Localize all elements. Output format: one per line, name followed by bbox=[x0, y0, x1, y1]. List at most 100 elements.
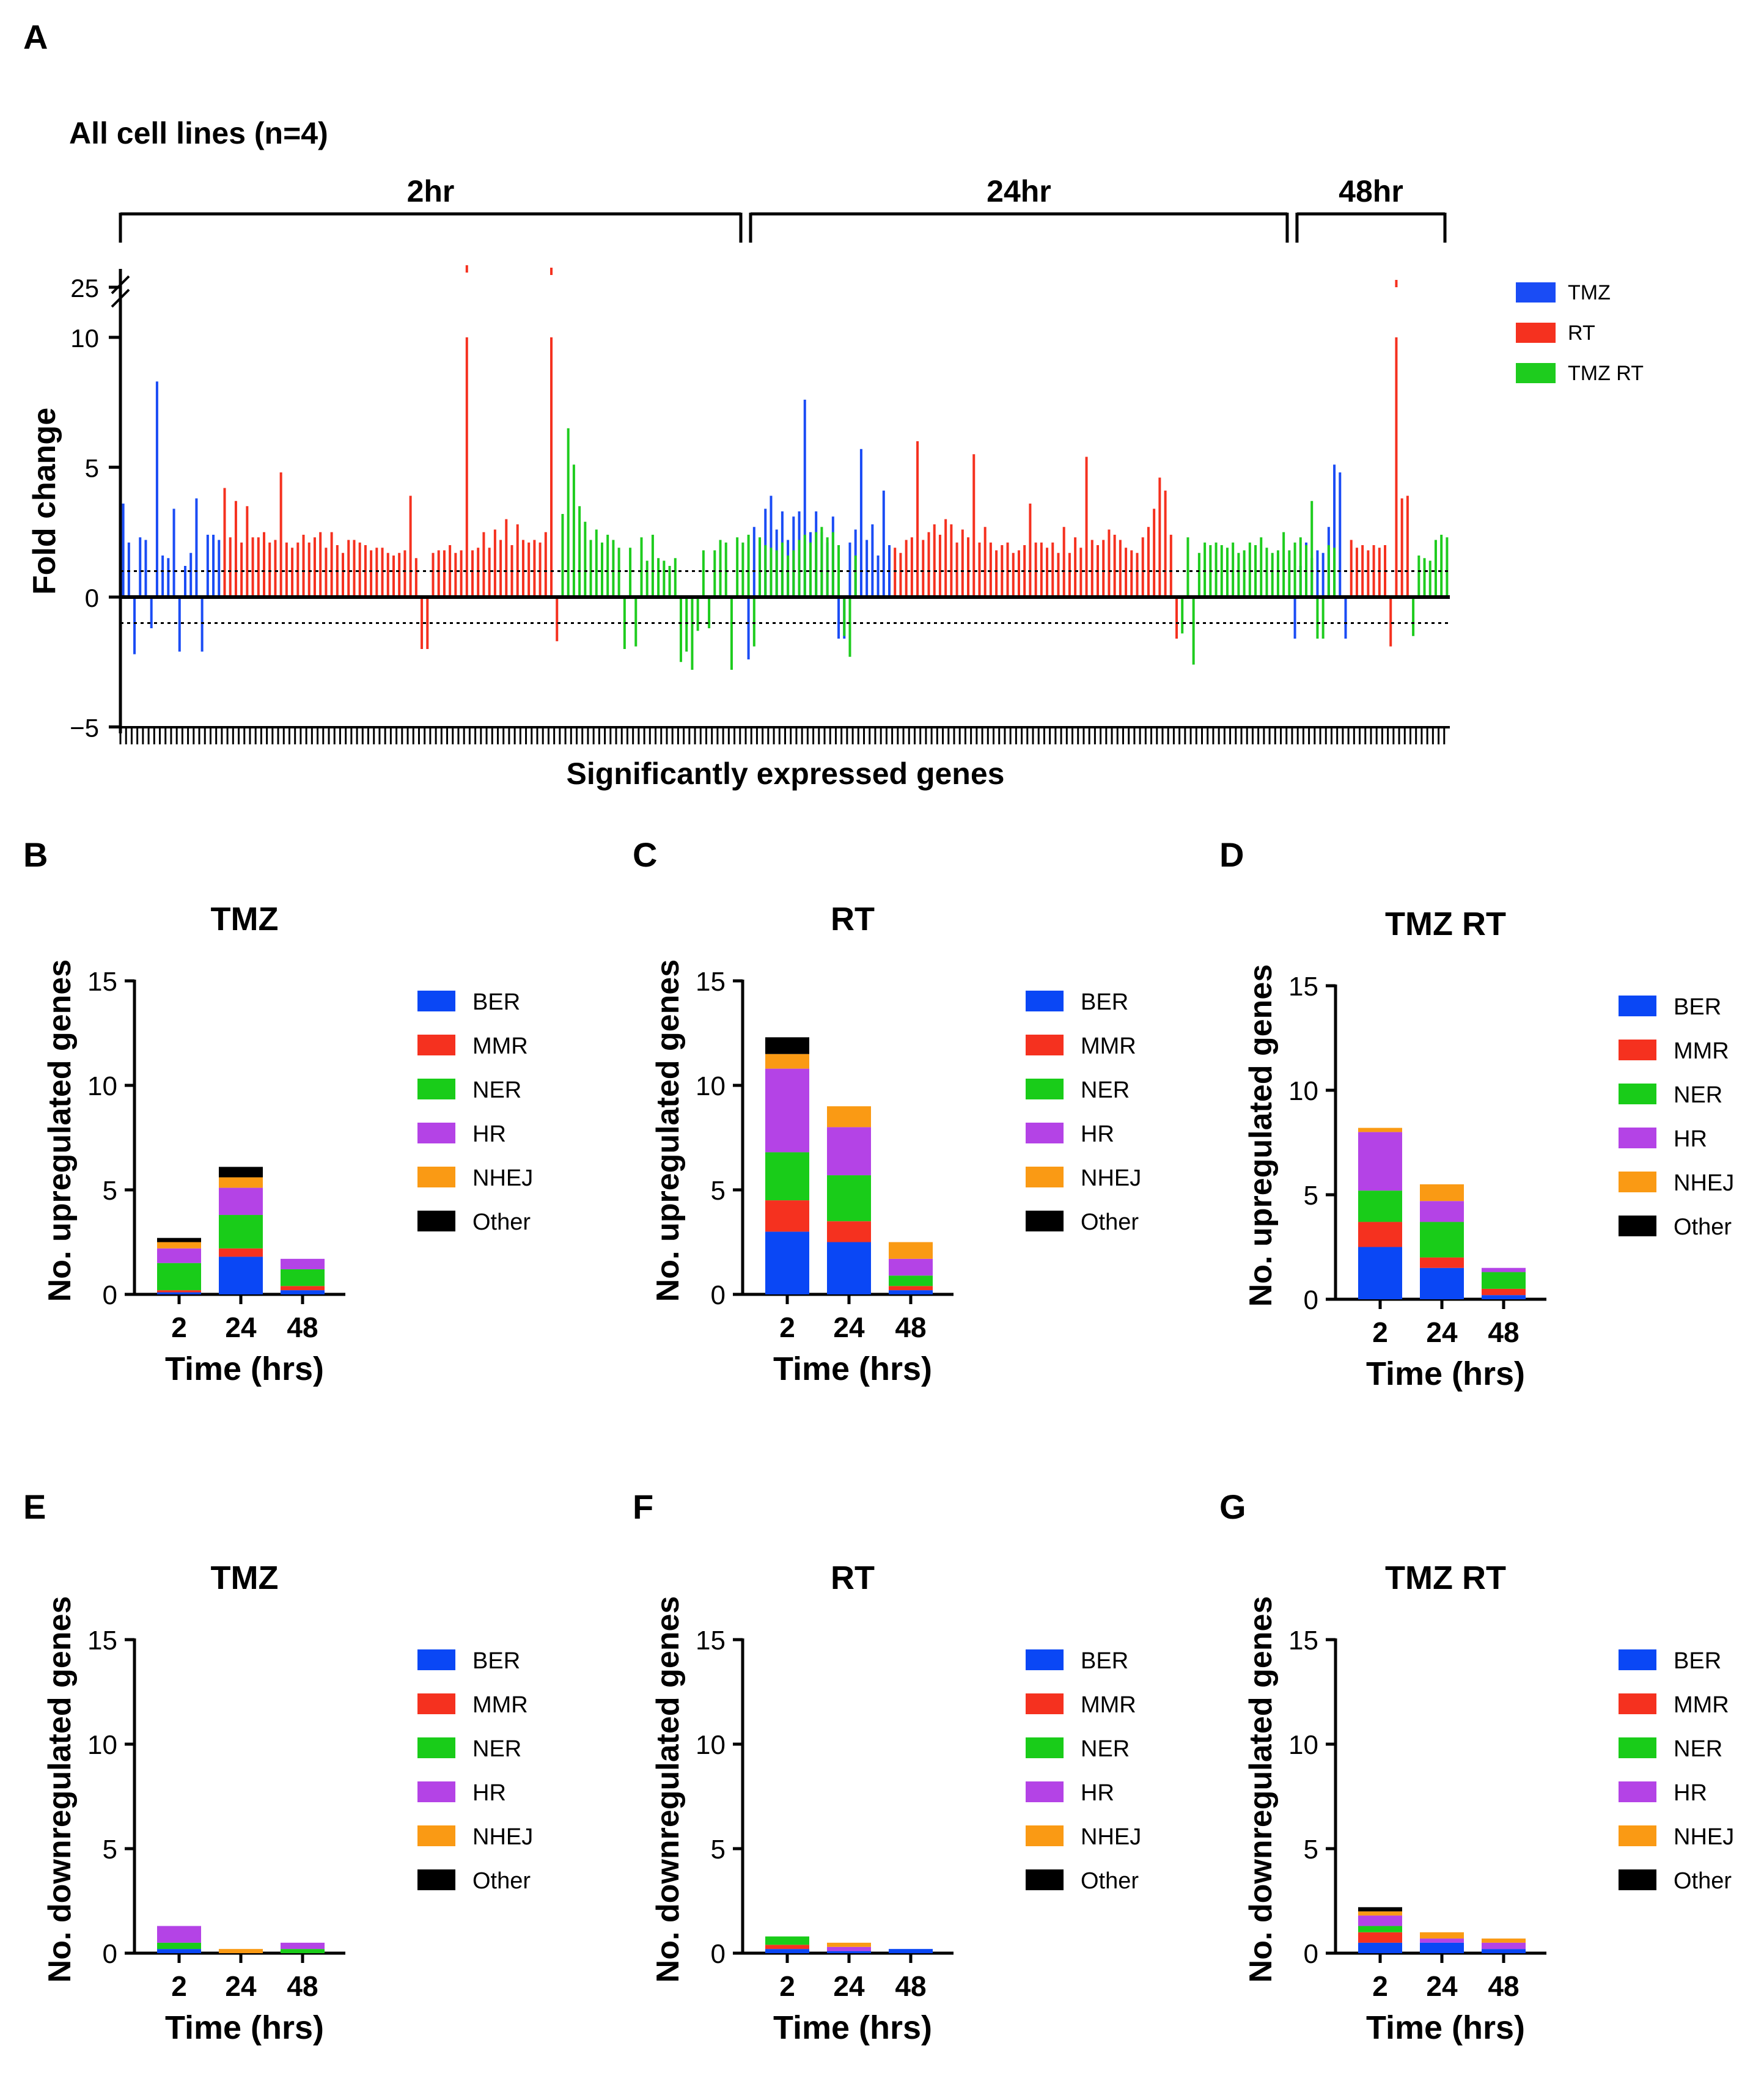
bar-rt bbox=[1057, 552, 1060, 597]
bar-tmz bbox=[167, 558, 170, 597]
y-tick-label: 0 bbox=[103, 1939, 117, 1969]
bar-tmz-rt bbox=[837, 545, 840, 597]
bar-rt bbox=[1141, 537, 1144, 597]
bar-tmz-rt bbox=[752, 597, 755, 647]
bar-tmz-rt bbox=[792, 550, 795, 597]
legend-label-other: Other bbox=[1081, 1868, 1139, 1894]
bar-rt bbox=[1113, 535, 1116, 597]
bar-tmz-rt bbox=[1276, 550, 1279, 597]
x-axis-label: Time (hrs) bbox=[165, 1351, 324, 1387]
time-group-label-0: 2hr bbox=[407, 174, 455, 208]
bar-rt bbox=[1406, 496, 1409, 597]
stack-segment-nhej bbox=[1420, 1184, 1464, 1201]
bar-rt bbox=[516, 524, 519, 597]
stack-segment-ner bbox=[157, 1263, 201, 1291]
bar-rt bbox=[307, 542, 311, 597]
stack-segment-mmr bbox=[1420, 1257, 1464, 1268]
legend-swatch-ner bbox=[1619, 1737, 1656, 1758]
legend-swatch-mmr bbox=[1026, 1693, 1064, 1714]
legend-label-nhej: NHEJ bbox=[472, 1165, 533, 1191]
bar-cap-rt bbox=[1395, 280, 1398, 287]
bar-rt bbox=[319, 532, 322, 597]
legend-swatch-mmr bbox=[417, 1693, 455, 1714]
bar-tmz-rt bbox=[1243, 550, 1246, 597]
bar-tmz-rt bbox=[1440, 535, 1443, 597]
bar-tmz-rt bbox=[843, 597, 846, 636]
bar-rt bbox=[223, 488, 226, 597]
bar-tmz-rt bbox=[645, 560, 649, 597]
bar-tmz bbox=[127, 542, 130, 597]
y-tick-label: −5 bbox=[70, 714, 99, 743]
x-tick-label: 24 bbox=[833, 1311, 865, 1343]
bar-tmz-rt bbox=[708, 597, 711, 628]
y-axis-label: No. upregulated genes bbox=[1243, 964, 1279, 1307]
bar-tmz-rt bbox=[787, 556, 790, 597]
bar-rt bbox=[556, 597, 559, 642]
stack-segment-mmr bbox=[827, 1221, 871, 1242]
legend-label-ner: NER bbox=[1081, 1077, 1130, 1103]
bar-tmz-rt bbox=[826, 537, 829, 597]
legend-swatch-hr bbox=[417, 1123, 455, 1143]
bar-tmz-rt bbox=[617, 548, 620, 597]
bar-tmz-rt bbox=[831, 532, 834, 597]
bar-tmz-rt bbox=[1197, 552, 1200, 597]
bar-rt bbox=[1079, 548, 1082, 597]
bar-tmz bbox=[139, 537, 142, 597]
axis-break-mark-high bbox=[111, 288, 130, 308]
bar-tmz bbox=[837, 597, 840, 639]
legend-label-nhej: NHEJ bbox=[1674, 1824, 1734, 1850]
stack-segment-ner bbox=[1358, 1190, 1402, 1222]
legend-label-other: Other bbox=[1674, 1868, 1732, 1894]
panel-f-chart: RT No. downregulated genes 0 5 10 15 2 24 48 Time… bbox=[650, 1560, 1141, 2046]
legend-swatch-mmr bbox=[1026, 1035, 1064, 1055]
bar-tmz bbox=[144, 540, 147, 597]
stack-segment-hr bbox=[157, 1926, 201, 1943]
bar-rt bbox=[482, 532, 485, 597]
bar-rt bbox=[1074, 537, 1077, 597]
panel-e-chart: TMZ No. downregulated genes 0 5 10 15 2 24 48 Tim… bbox=[42, 1560, 533, 2046]
stack-segment-ner bbox=[765, 1936, 809, 1945]
bar-rt bbox=[1147, 527, 1150, 597]
bar-tmz bbox=[122, 504, 125, 597]
legend-label-other: Other bbox=[472, 1209, 531, 1235]
bar-tmz-rt bbox=[674, 558, 677, 597]
bar-tmz-rt bbox=[589, 540, 592, 597]
bar-cap-rt bbox=[465, 265, 468, 273]
stack-segment-ner bbox=[827, 1175, 871, 1222]
bar-rt bbox=[1378, 548, 1381, 597]
stack-segment-nhej bbox=[827, 1106, 871, 1128]
bar-rt bbox=[910, 537, 913, 597]
stack-segment-ner bbox=[1420, 1222, 1464, 1258]
stack-segment-ner bbox=[889, 1275, 933, 1286]
bar-tmz-rt bbox=[1226, 548, 1229, 597]
bar-tmz-rt bbox=[854, 556, 857, 597]
bar-tmz-rt bbox=[1333, 548, 1336, 597]
stack-segment-nhej bbox=[1482, 1938, 1526, 1943]
bar-rt bbox=[1169, 535, 1172, 597]
stack-segment-mmr bbox=[889, 1286, 933, 1291]
bar-rt bbox=[950, 524, 953, 597]
bar-rt bbox=[370, 550, 373, 597]
bar-tmz-rt bbox=[1428, 560, 1431, 597]
y-tick-label: 10 bbox=[87, 1730, 117, 1760]
legend-label-ner: NER bbox=[472, 1077, 521, 1103]
bar-tmz-rt bbox=[809, 542, 812, 597]
bar-rt bbox=[274, 540, 277, 597]
bar-tmz-rt bbox=[1321, 597, 1325, 639]
bar-rt bbox=[421, 597, 424, 649]
bar-rt bbox=[1012, 552, 1015, 597]
legend-label-nhej: NHEJ bbox=[1081, 1165, 1141, 1191]
stack-segment-mmr bbox=[281, 1286, 325, 1291]
bar-rt bbox=[1350, 540, 1353, 597]
panel-letter-g: G bbox=[1219, 1487, 1246, 1526]
stack-segment-hr bbox=[1358, 1915, 1402, 1926]
stack-segment-ber bbox=[1358, 1247, 1402, 1299]
legend-swatch-ber bbox=[1026, 1649, 1064, 1670]
bar-rt bbox=[521, 540, 524, 597]
legend-label-mmr: MMR bbox=[1081, 1692, 1136, 1718]
bar-tmz-rt bbox=[600, 542, 603, 597]
stack-segment-nhej bbox=[889, 1242, 933, 1259]
stack-segment-hr bbox=[1482, 1267, 1526, 1272]
panel-d-chart: TMZ RT No. upregulated genes 0 5 10 15 2 24 48 Ti… bbox=[1243, 906, 1734, 1392]
bar-rt bbox=[460, 550, 463, 597]
